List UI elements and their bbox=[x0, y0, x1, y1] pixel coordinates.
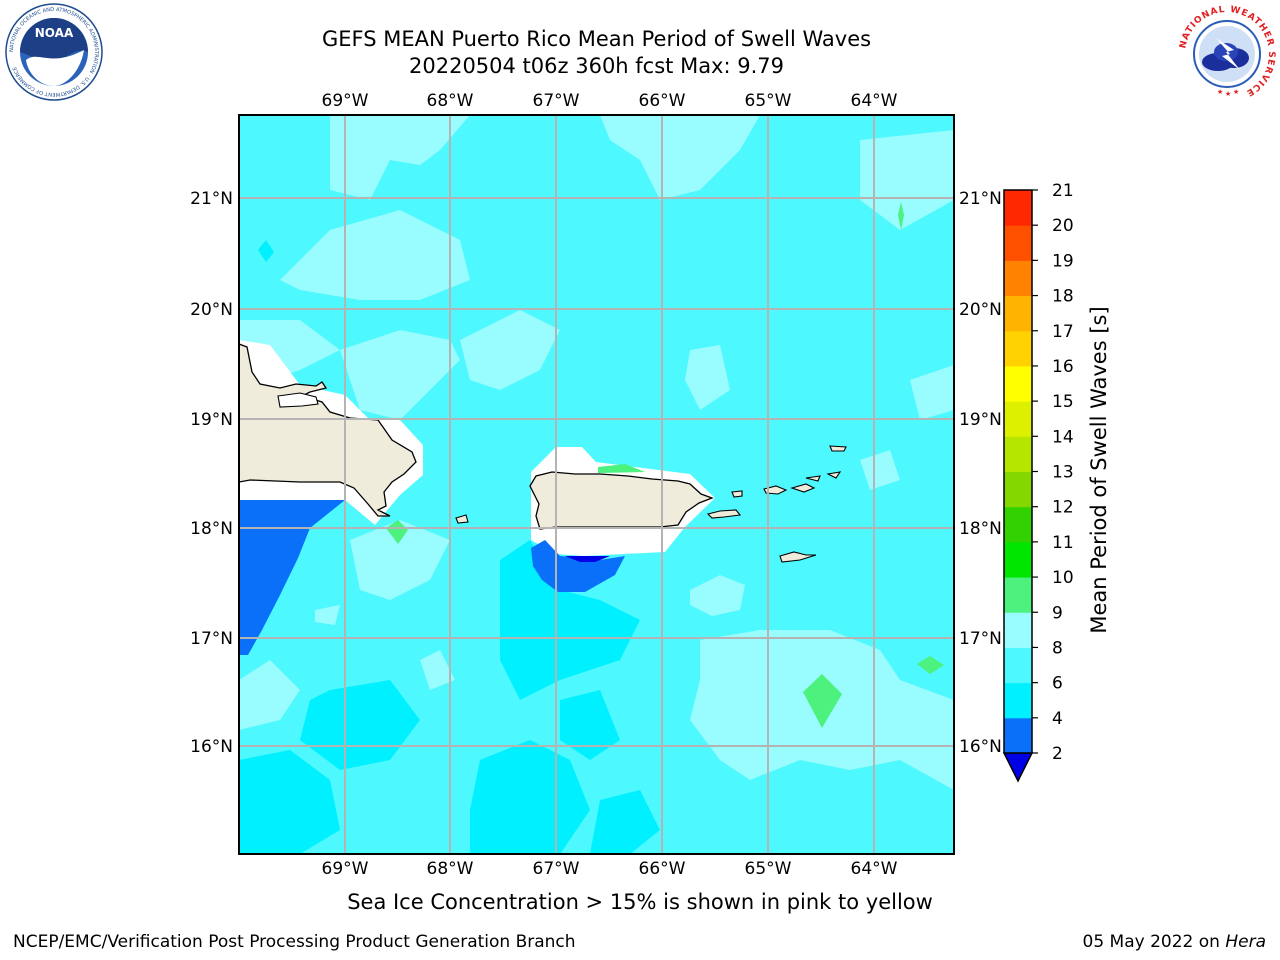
colorbar-tick-label: 11 bbox=[1052, 533, 1074, 553]
lon-label-top: 64°W bbox=[851, 91, 898, 111]
lat-label-left: 20°N bbox=[190, 300, 233, 320]
colorbar-tick-label: 13 bbox=[1052, 463, 1074, 483]
colorbar-tick-label: 10 bbox=[1052, 568, 1074, 588]
footer-date: 05 May 2022 on Hera bbox=[1083, 932, 1267, 952]
colorbar-band bbox=[1004, 295, 1032, 332]
lon-label-bottom: 67°W bbox=[533, 859, 580, 879]
colorbar-tick-label: 16 bbox=[1052, 357, 1074, 377]
colorbar-band bbox=[1004, 330, 1032, 367]
footer-host: Hera bbox=[1225, 932, 1266, 952]
noaa-logo-text: NOAA bbox=[35, 26, 74, 40]
lat-label-right: 16°N bbox=[959, 737, 1002, 757]
colorbar-label: Mean Period of Swell Waves [s] bbox=[1087, 306, 1111, 633]
noaa-logo: NATIONAL OCEANIC AND ATMOSPHERIC ADMINIS… bbox=[5, 3, 103, 101]
lon-label-bottom: 66°W bbox=[639, 859, 686, 879]
small-islands bbox=[455, 445, 847, 563]
colorbar-band bbox=[1004, 471, 1032, 508]
lon-label-top: 69°W bbox=[322, 91, 369, 111]
lon-label-bottom: 69°W bbox=[322, 859, 369, 879]
lat-label-right: 20°N bbox=[959, 300, 1002, 320]
colorbar-band bbox=[1004, 365, 1032, 402]
lon-label-bottom: 64°W bbox=[851, 859, 898, 879]
swell-contour-9-10 bbox=[386, 202, 944, 728]
colorbar-band bbox=[1004, 717, 1032, 754]
colorbar-band bbox=[1004, 541, 1032, 578]
colorbar-band bbox=[1004, 401, 1032, 437]
lat-label-left: 16°N bbox=[190, 737, 233, 757]
lon-label-top: 66°W bbox=[639, 91, 686, 111]
lat-label-left: 21°N bbox=[190, 189, 233, 209]
lat-label-right: 21°N bbox=[959, 189, 1002, 209]
colorbar-band bbox=[1004, 682, 1032, 719]
colorbar-tick-label: 15 bbox=[1052, 392, 1074, 412]
swell-contour-4-6 bbox=[239, 240, 660, 854]
chart-title: GEFS MEAN Puerto Rico Mean Period of Swe… bbox=[321, 27, 872, 51]
svg-text:★: ★ bbox=[1217, 88, 1223, 96]
colorbar-band bbox=[1004, 612, 1032, 648]
svg-text:★: ★ bbox=[1225, 90, 1231, 98]
lat-label-right: 19°N bbox=[959, 410, 1002, 430]
lat-label-left: 19°N bbox=[190, 410, 233, 430]
colorbar-band bbox=[1004, 225, 1032, 261]
lon-label-top: 67°W bbox=[533, 91, 580, 111]
colorbar bbox=[1002, 189, 1034, 783]
lon-label-bottom: 68°W bbox=[427, 859, 474, 879]
map-frame bbox=[238, 114, 955, 855]
hispaniola-landmass bbox=[239, 343, 417, 517]
graticule bbox=[239, 115, 954, 854]
colorbar-band bbox=[1004, 506, 1032, 543]
lon-label-top: 68°W bbox=[427, 91, 474, 111]
lat-label-right: 17°N bbox=[959, 629, 1002, 649]
colorbar-band bbox=[1004, 436, 1032, 472]
lat-label-left: 18°N bbox=[190, 519, 233, 539]
lat-label-right: 18°N bbox=[959, 519, 1002, 539]
gulf-of-gonave bbox=[277, 392, 319, 408]
colorbar-tick-label: 6 bbox=[1052, 674, 1063, 694]
swell-contour-2-4 bbox=[239, 500, 625, 655]
lat-label-left: 17°N bbox=[190, 629, 233, 649]
svg-text:★: ★ bbox=[1233, 88, 1239, 96]
colorbar-tick-label: 21 bbox=[1052, 181, 1074, 201]
swell-contour-8-9 bbox=[239, 115, 954, 790]
colorbar-tick-label: 8 bbox=[1052, 638, 1063, 658]
colorbar-tick-label: 19 bbox=[1052, 251, 1074, 271]
colorbar-band bbox=[1004, 260, 1032, 297]
colorbar-tick-label: 14 bbox=[1052, 427, 1074, 447]
lon-label-bottom: 65°W bbox=[745, 859, 792, 879]
colorbar-tick-label: 2 bbox=[1052, 744, 1063, 764]
axis-labels: 69°W 68°W 67°W 66°W 65°W 64°W 69°W 68°W … bbox=[190, 91, 1002, 879]
footer-date-text: 05 May 2022 on bbox=[1082, 932, 1226, 952]
colorbar-tick-label: 12 bbox=[1052, 498, 1074, 518]
swell-contour-below-2 bbox=[565, 556, 610, 562]
colorbar-extend-triangle bbox=[1002, 752, 1034, 783]
footer-credit: NCEP/EMC/Verification Post Processing Pr… bbox=[13, 932, 576, 952]
colorbar-tick-label: 17 bbox=[1052, 322, 1074, 342]
map-panel bbox=[239, 115, 954, 854]
colorbar-tick-label: 9 bbox=[1052, 603, 1063, 623]
colorbar-band bbox=[1004, 190, 1032, 226]
colorbar-band bbox=[1004, 647, 1032, 684]
lon-label-top: 65°W bbox=[745, 91, 792, 111]
colorbar-tick-label: 20 bbox=[1052, 216, 1074, 236]
colorbar-band bbox=[1004, 577, 1032, 613]
colorbar-tick-label: 18 bbox=[1052, 287, 1074, 307]
colorbar-tick-label: 4 bbox=[1052, 709, 1063, 729]
colorbar-ticks: 2 4 6 8 9 10 11 12 13 14 15 16 17 18 19 20 21 bbox=[1032, 181, 1074, 764]
chart-subtitle: 20220504 t06z 360h fcst Max: 9.79 bbox=[409, 54, 784, 78]
sea-ice-note: Sea Ice Concentration > 15% is shown in … bbox=[347, 890, 933, 914]
nws-logo: NATIONAL WEATHER SERVICE ★ ★ ★ bbox=[1178, 5, 1276, 102]
